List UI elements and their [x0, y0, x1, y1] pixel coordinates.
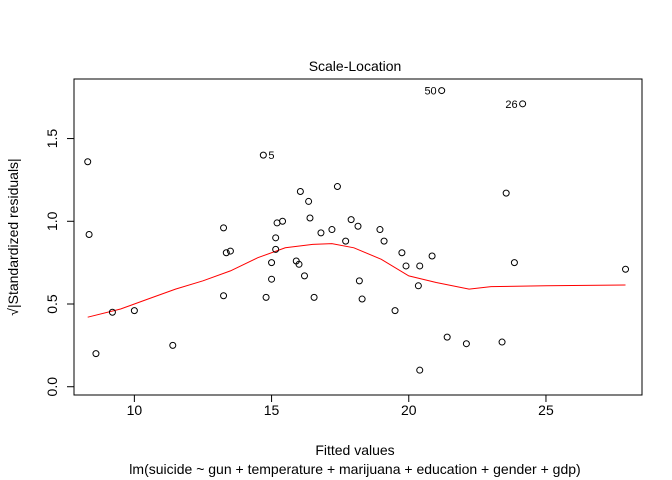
data-point — [130, 307, 138, 315]
point-id-label: 50 — [424, 86, 436, 98]
data-point — [169, 341, 177, 349]
data-point — [226, 247, 234, 255]
data-point — [342, 237, 350, 245]
data-point — [376, 226, 384, 234]
data-point — [268, 275, 276, 283]
data-point — [222, 249, 230, 257]
data-point — [317, 229, 325, 237]
data-point — [380, 237, 388, 245]
data-point — [398, 249, 406, 257]
data-point — [84, 158, 92, 166]
data-point — [272, 234, 280, 242]
data-point — [310, 293, 318, 301]
chart-title: Scale-Location — [309, 58, 402, 74]
data-point — [259, 151, 267, 159]
data-point — [502, 189, 510, 197]
y-tick-label: 0.5 — [44, 294, 60, 314]
data-point — [443, 333, 451, 341]
data-point — [354, 222, 362, 230]
x-tick-label: 15 — [264, 402, 280, 418]
x-tick-label: 25 — [538, 402, 554, 418]
data-point — [306, 214, 314, 222]
data-point — [498, 338, 506, 346]
data-point — [300, 272, 308, 280]
x-tick-label: 10 — [127, 402, 143, 418]
data-point — [355, 277, 363, 285]
data-point — [438, 87, 446, 95]
y-axis: 0.0 0.5 1.0 1.5 — [44, 129, 75, 397]
data-point — [279, 217, 287, 225]
x-tick-label: 20 — [401, 402, 417, 418]
data-point — [519, 100, 527, 108]
data-point — [268, 259, 276, 267]
y-tick-label: 1.0 — [44, 211, 60, 231]
data-point — [428, 252, 436, 260]
residual-points: 5 50 26 — [84, 86, 630, 374]
data-point — [402, 262, 410, 270]
smoother — [87, 243, 626, 318]
data-point — [333, 183, 341, 191]
data-point — [220, 224, 228, 232]
y-tick-label: 0.0 — [44, 377, 60, 397]
data-point — [414, 282, 422, 290]
data-point — [462, 340, 470, 348]
data-point — [295, 260, 303, 268]
data-point — [391, 307, 399, 315]
x-axis-label: Fitted values — [315, 442, 394, 458]
data-point — [347, 216, 355, 224]
y-axis-label: √|Standardized residuals| — [5, 158, 21, 315]
data-point — [92, 350, 100, 358]
data-point — [622, 265, 630, 273]
data-point — [108, 308, 116, 316]
data-point — [262, 293, 270, 301]
data-point — [220, 292, 228, 300]
data-point — [85, 231, 93, 239]
point-id-label: 5 — [268, 150, 274, 162]
data-point — [328, 226, 336, 234]
data-point — [305, 197, 313, 205]
data-point — [296, 188, 304, 196]
data-point — [510, 259, 518, 267]
data-point — [416, 366, 424, 374]
point-id-label: 26 — [505, 99, 517, 111]
y-tick-label: 1.5 — [44, 129, 60, 149]
smooth-line — [87, 243, 626, 318]
plot-box — [73, 78, 643, 396]
model-formula-label: lm(suicide ~ gun + temperature + marijua… — [129, 461, 580, 477]
data-point — [358, 295, 366, 303]
x-axis: 10 15 20 25 — [127, 394, 554, 418]
data-point — [416, 262, 424, 270]
data-point — [272, 245, 280, 253]
